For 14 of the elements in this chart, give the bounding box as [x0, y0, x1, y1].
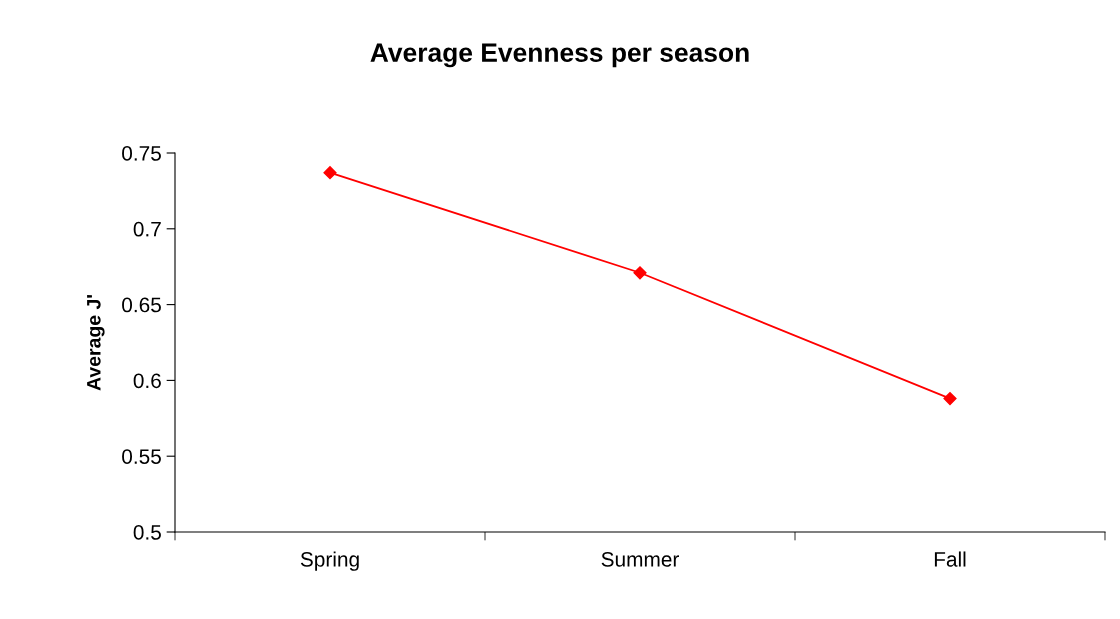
x-tick-label: Summer: [601, 551, 680, 567]
y-tick-label: 0.55: [122, 449, 161, 464]
point: [943, 392, 957, 406]
y-tick-label: 0.75: [122, 146, 161, 161]
y-tick-label: 0.65: [122, 297, 161, 313]
x-tick-label: Fall: [934, 551, 966, 567]
y-tick-label: 0.5: [133, 525, 161, 540]
y-tick-label: 0.6: [133, 373, 161, 389]
y-tick-label: 0.7: [133, 221, 161, 237]
x-tick-label: Spring: [300, 551, 359, 571]
point: [633, 266, 647, 280]
y-axis-title: Average J': [87, 295, 105, 391]
point: [323, 166, 337, 180]
chart-title: Average Evenness per season: [370, 43, 749, 68]
